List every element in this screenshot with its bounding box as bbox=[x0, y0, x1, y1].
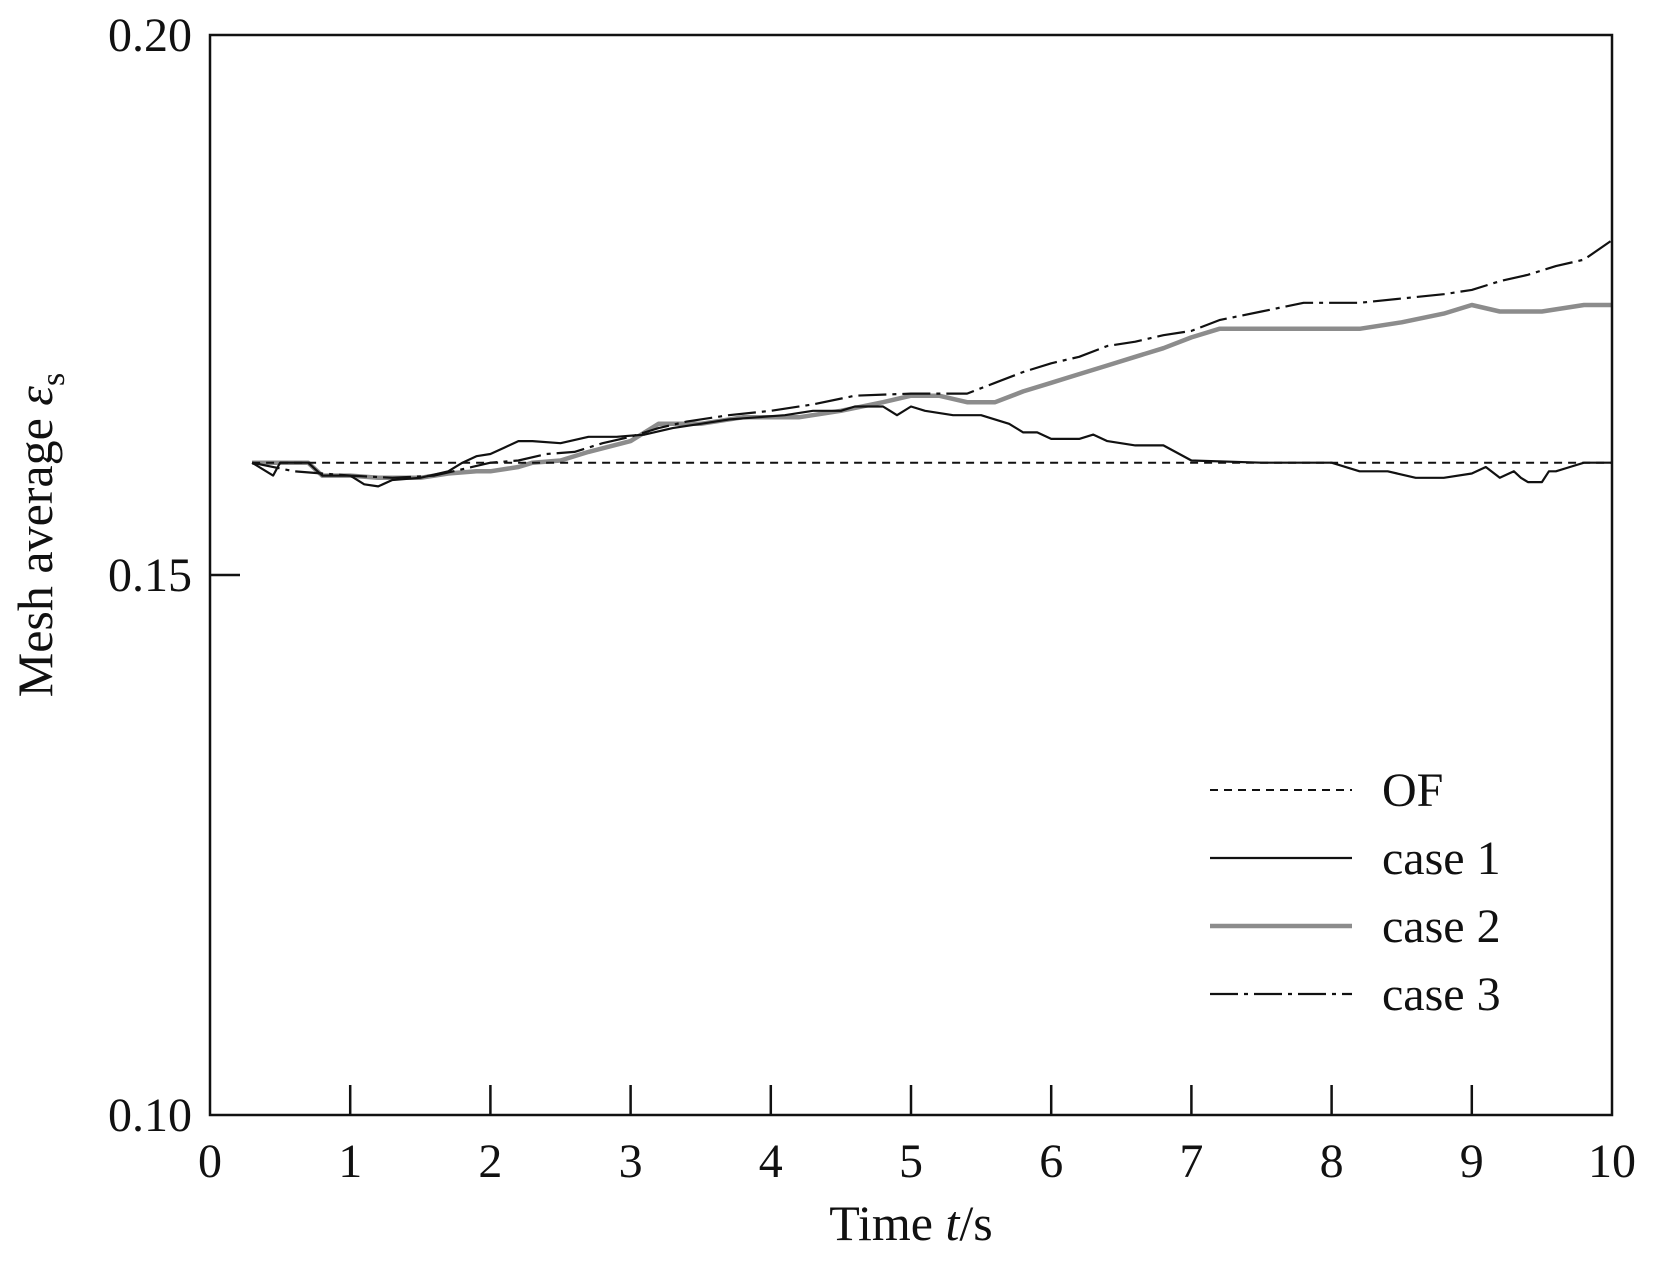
y-axis-title: Mesh average εs bbox=[7, 373, 72, 697]
legend-label-case-1: case 1 bbox=[1382, 832, 1501, 885]
legend-label-of: OF bbox=[1382, 764, 1443, 817]
x-tick-label: 3 bbox=[619, 1135, 643, 1188]
y-tick-label: 0.20 bbox=[108, 9, 192, 62]
x-tick-label: 7 bbox=[1179, 1135, 1203, 1188]
y-axis-ticks: 0.10 0.15 0.20 bbox=[108, 9, 240, 1142]
legend-label-case-2: case 2 bbox=[1382, 900, 1501, 953]
legend: OF case 1 case 2 case 3 bbox=[1210, 764, 1501, 1021]
x-tick-label: 10 bbox=[1588, 1135, 1636, 1188]
plot-frame bbox=[208, 33, 1614, 1117]
series-line-case-2 bbox=[252, 302, 1612, 481]
series-line-case-3 bbox=[251, 239, 1613, 479]
y-tick-label: 0.10 bbox=[108, 1089, 192, 1142]
x-tick-label: 8 bbox=[1320, 1135, 1344, 1188]
x-tick-label: 6 bbox=[1039, 1135, 1063, 1188]
x-tick-label: 5 bbox=[899, 1135, 923, 1188]
plot-series-group bbox=[251, 239, 1613, 488]
x-tick-label: 9 bbox=[1460, 1135, 1484, 1188]
x-axis-ticks: 0 1 2 3 4 5 6 7 8 9 10 bbox=[198, 1085, 1636, 1188]
x-tick-label: 0 bbox=[198, 1135, 222, 1188]
x-tick-label: 4 bbox=[759, 1135, 783, 1188]
legend-label-case-3: case 3 bbox=[1382, 968, 1501, 1021]
y-tick-label: 0.15 bbox=[108, 549, 192, 602]
x-tick-label: 1 bbox=[338, 1135, 362, 1188]
x-axis-title: Time t/s bbox=[829, 1195, 993, 1251]
x-tick-label: 2 bbox=[478, 1135, 502, 1188]
series-line-case-1 bbox=[251, 405, 1612, 488]
